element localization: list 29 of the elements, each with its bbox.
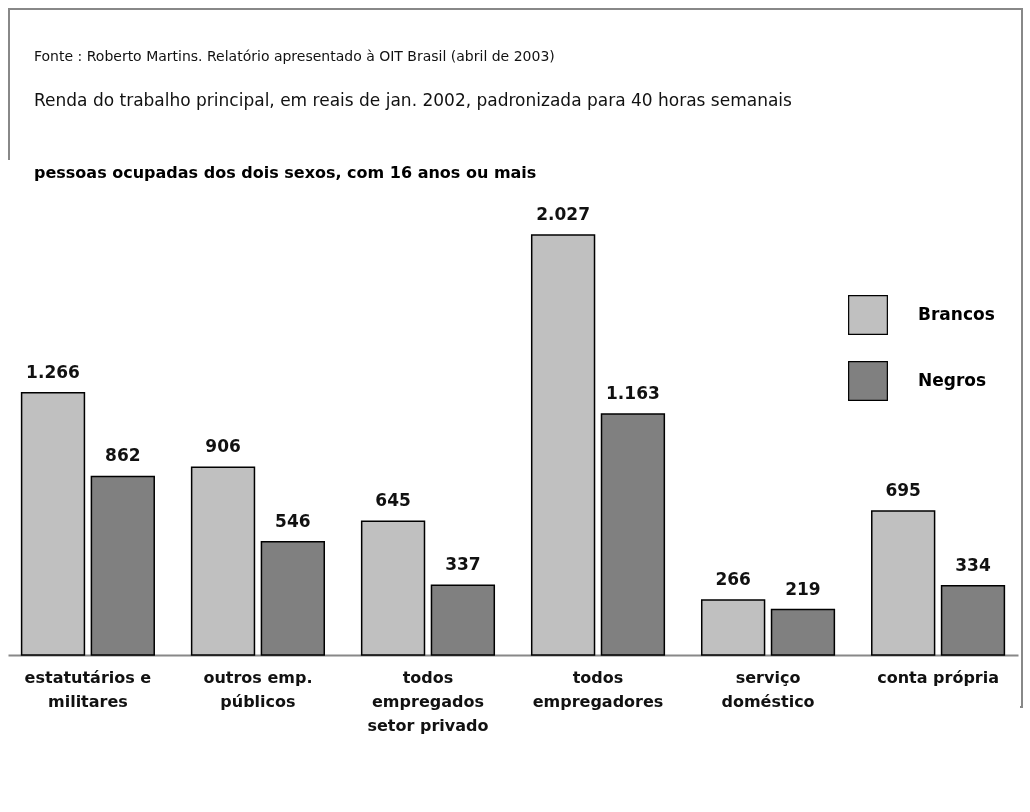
data-label: 1.266 [26, 361, 80, 382]
data-label: 1.163 [606, 383, 660, 404]
data-label: 266 [715, 568, 751, 589]
data-label: 334 [955, 554, 991, 575]
data-label: 337 [445, 554, 481, 575]
x-tick-label: conta própria [877, 667, 1000, 687]
chart-subtitle: Renda do trabalho principal, em reais de jan. 2002, padronizada para 40 horas semanais [34, 90, 792, 110]
x-tick-label: outros emp. públicos [203, 667, 313, 711]
data-label: 546 [275, 510, 311, 531]
chart-title: pessoas ocupadas dos dois sexos, com 16 anos ou mais [34, 163, 537, 182]
data-label: 2.027 [536, 204, 591, 224]
data-label: 862 [105, 445, 141, 466]
data-label: 695 [885, 479, 921, 500]
bar [360, 520, 426, 656]
source-note: Fonte : Roberto Martins. Relatório apresentado à OIT Brasil (abril de 2003) [34, 48, 555, 64]
bar [20, 391, 86, 656]
x-tick-label: serviço doméstico [721, 667, 815, 711]
bar [871, 510, 936, 656]
data-label: 645 [375, 490, 411, 511]
bar [190, 466, 256, 656]
x-tick-label: todos empregadores [532, 667, 664, 711]
data-label: 906 [205, 436, 241, 457]
legend-label: Negros [918, 370, 987, 390]
bar [700, 599, 766, 656]
x-tick-label: estatutários e militares [24, 667, 152, 711]
x-tick-label: todos empregados setor privado [367, 667, 489, 735]
bar [530, 234, 596, 656]
data-label: 219 [785, 578, 821, 599]
legend-label: Brancos [918, 304, 995, 324]
